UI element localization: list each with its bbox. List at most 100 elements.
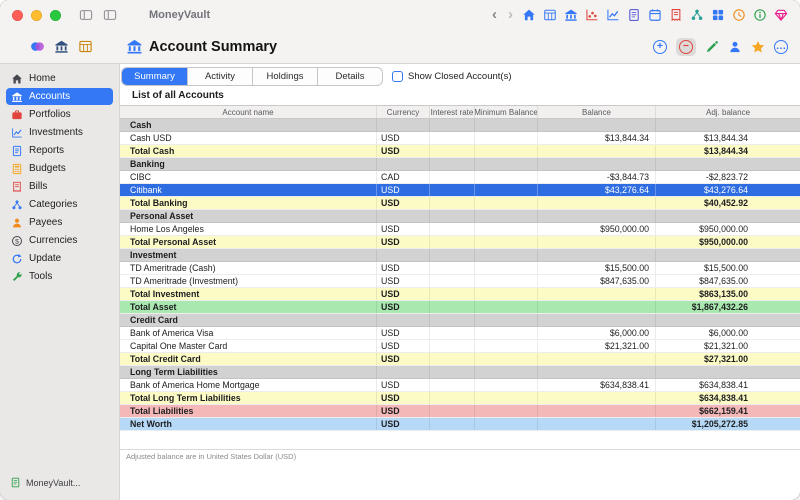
tab-holdings[interactable]: Holdings — [252, 67, 317, 85]
account-row-td-ameritrade-cash[interactable]: TD Ameritrade (Cash) USD $15,500.00 $15,500… — [120, 262, 800, 275]
section-row-credit-card[interactable]: Credit Card — [120, 314, 800, 327]
account-row-total-credit-card[interactable]: Total Credit Card USD $27,321.00 — [120, 353, 800, 366]
nav-back-icon[interactable]: ‹ — [492, 6, 497, 23]
briefcase-icon — [11, 109, 23, 121]
minimize-window-button[interactable] — [31, 9, 42, 21]
cell-minimum-balance — [474, 366, 537, 378]
account-row-cash-usd[interactable]: Cash USD USD $13,844.34 $13,844.34 — [120, 132, 800, 145]
account-row-total-liabilities[interactable]: Total Liabilities USD $662,159.41 — [120, 405, 800, 418]
nav-gem-icon[interactable] — [774, 8, 788, 22]
account-row-td-ameritrade-investment[interactable]: TD Ameritrade (Investment) USD $847,635.00… — [120, 275, 800, 288]
sidebar-item-accounts[interactable]: Accounts — [6, 88, 113, 105]
close-window-button[interactable] — [12, 9, 23, 21]
cell-currency: CAD — [376, 171, 429, 183]
account-row-capital-one-master-card[interactable]: Capital One Master Card USD $21,321.00 $21,… — [120, 340, 800, 353]
account-row-total-personal-asset[interactable]: Total Personal Asset USD $950,000.00 — [120, 236, 800, 249]
cell-interest-rate — [429, 249, 474, 261]
sidebar-item-tools[interactable]: Tools — [6, 268, 113, 285]
favorite-button[interactable] — [751, 40, 765, 54]
column-header-currency[interactable]: Currency — [376, 106, 429, 118]
nav-document-icon[interactable] — [627, 8, 641, 22]
column-header-interest-rate[interactable]: Interest rate — [429, 106, 474, 118]
cell-adj-balance: $40,452.92 — [655, 197, 800, 209]
nav-table-icon[interactable] — [543, 8, 557, 22]
account-row-total-investment[interactable]: Total Investment USD $863,135.00 — [120, 288, 800, 301]
tab-details[interactable]: Details — [317, 67, 382, 85]
edit-button[interactable] — [705, 40, 719, 54]
cell-adj-balance: $15,500.00 — [655, 262, 800, 274]
cell-account-name: Total Asset — [130, 302, 177, 312]
sidebar-item-label: Payees — [29, 217, 63, 228]
sidebar-item-bills[interactable]: Bills — [6, 178, 113, 195]
remove-account-button[interactable]: − — [679, 39, 693, 54]
sidebar-item-payees[interactable]: Payees — [6, 214, 113, 231]
nav-info-icon[interactable] — [753, 8, 767, 22]
cell-adj-balance: $6,000.00 — [655, 327, 800, 339]
account-row-bank-of-america-visa[interactable]: Bank of America Visa USD $6,000.00 $6,000.0… — [120, 327, 800, 340]
sidebar-item-currencies[interactable]: Currencies — [6, 232, 113, 249]
section-row-personal-asset[interactable]: Personal Asset — [120, 210, 800, 223]
panel-toggle-icon[interactable] — [103, 8, 117, 22]
account-row-cibc[interactable]: CIBC CAD -$3,844.73 -$2,823.72 — [120, 171, 800, 184]
traffic-lights — [12, 9, 69, 21]
section-row-long-term-liabilities[interactable]: Long Term Liabilities — [120, 366, 800, 379]
column-header-adj-balance[interactable]: Adj. balance — [655, 106, 800, 118]
toolbar-bank-icon[interactable] — [54, 39, 69, 54]
sidebar-footer-item[interactable]: MoneyVault... — [10, 477, 80, 488]
nav-scatter-icon[interactable] — [585, 8, 599, 22]
column-header-minimum-balance[interactable]: Minimum Balance — [474, 106, 537, 118]
account-row-home-los-angeles[interactable]: Home Los Angeles USD $950,000.00 $950,000.0… — [120, 223, 800, 236]
cell-minimum-balance — [474, 158, 537, 170]
cell-minimum-balance — [474, 210, 537, 222]
nav-hierarchy-icon[interactable] — [690, 8, 704, 22]
toolbar-columns-icon[interactable] — [78, 39, 93, 54]
show-closed-checkbox[interactable]: Show Closed Account(s) — [392, 70, 512, 82]
sidebar-item-budgets[interactable]: Budgets — [6, 160, 113, 177]
account-row-net-worth[interactable]: Net Worth USD $1,205,272.85 — [120, 418, 800, 431]
column-header-balance[interactable]: Balance — [537, 106, 655, 118]
account-row-bank-of-america-home-mortgage[interactable]: Bank of America Home Mortgage USD $634,838… — [120, 379, 800, 392]
cell-account-name: Credit Card — [130, 315, 178, 325]
sidebar-item-portfolios[interactable]: Portfolios — [6, 106, 113, 123]
nav-line-chart-icon[interactable] — [606, 8, 620, 22]
sidebar-item-investments[interactable]: Investments — [6, 124, 113, 141]
sidebar-item-categories[interactable]: Categories — [6, 196, 113, 213]
section-row-investment[interactable]: Investment — [120, 249, 800, 262]
nav-forward-icon[interactable]: › — [508, 6, 513, 23]
account-row-total-asset[interactable]: Total Asset USD $1,867,432.26 — [120, 301, 800, 314]
nav-home-icon[interactable] — [522, 8, 536, 22]
cell-interest-rate — [429, 171, 474, 183]
account-row-total-banking[interactable]: Total Banking USD $40,452.92 — [120, 197, 800, 210]
nav-bills-icon[interactable] — [669, 8, 683, 22]
add-account-button[interactable]: + — [653, 39, 667, 54]
account-row-total-cash[interactable]: Total Cash USD $13,844.34 — [120, 145, 800, 158]
section-row-cash[interactable]: Cash — [120, 119, 800, 132]
sidebar-item-home[interactable]: Home — [6, 70, 113, 87]
toolbar-app-icon[interactable] — [30, 39, 45, 54]
sidebar-item-label: Reports — [29, 145, 65, 156]
cell-adj-balance: $21,321.00 — [655, 340, 800, 352]
nav-calendar-icon[interactable] — [648, 8, 662, 22]
sidebar-item-update[interactable]: Update — [6, 250, 113, 267]
zoom-window-button[interactable] — [50, 9, 61, 21]
cell-balance — [537, 418, 655, 430]
account-row-total-long-term-liabilities[interactable]: Total Long Term Liabilities USD $634,838.4… — [120, 392, 800, 405]
section-row-banking[interactable]: Banking — [120, 158, 800, 171]
more-button[interactable]: … — [774, 39, 788, 54]
sidebar-item-label: Budgets — [29, 163, 66, 174]
cell-minimum-balance — [474, 340, 537, 352]
nav-clock-icon[interactable] — [732, 8, 746, 22]
sidebar-item-reports[interactable]: Reports — [6, 142, 113, 159]
sidebar: Home Accounts Portfolios Investments Reports… — [0, 64, 120, 500]
column-header-account-name[interactable]: Account name — [222, 107, 274, 117]
tab-summary[interactable]: Summary — [122, 67, 187, 85]
tab-activity[interactable]: Activity — [187, 67, 252, 85]
sidebar-toggle-icon[interactable] — [79, 8, 93, 22]
person-icon — [11, 217, 23, 229]
nav-bank-icon[interactable] — [564, 8, 578, 22]
account-row-citibank[interactable]: Citibank USD $43,276.64 $43,276.64 — [120, 184, 800, 197]
nav-grid-icon[interactable] — [711, 8, 725, 22]
payee-button[interactable] — [728, 40, 742, 54]
cell-interest-rate — [429, 262, 474, 274]
checkbox-icon[interactable] — [392, 70, 403, 82]
